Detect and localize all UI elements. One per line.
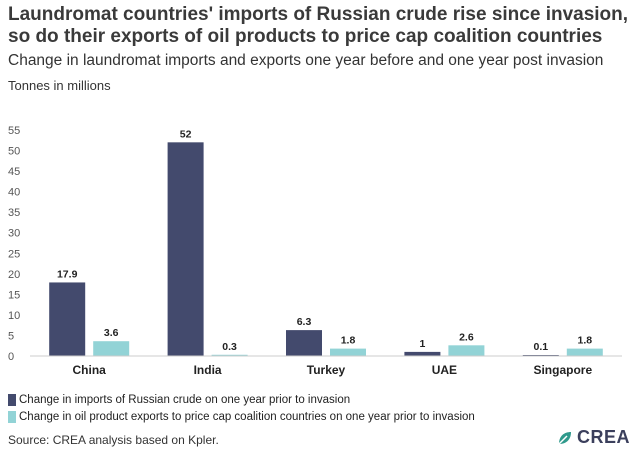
data-label-series-2-singapore: 1.8 [577, 335, 592, 347]
y-tick-label: 15 [8, 289, 20, 301]
data-label-series-1-uae: 1 [419, 338, 425, 350]
bars: 17.9 3.6 52 0.3 6.3 1.8 1 2.6 0.1 1.8 [49, 128, 603, 356]
chart-title: Laundromat countries' imports of Russian… [8, 4, 629, 47]
data-label-series-2-india: 0.3 [222, 341, 237, 353]
y-axis-ticks: 0 5 10 15 20 25 30 35 40 45 50 55 [8, 125, 20, 363]
bar-chart: 0 5 10 15 20 25 30 35 40 45 50 55 17.9 3.6 52 0.3 6.3 1.… [8, 125, 622, 377]
leaf-icon [558, 431, 571, 445]
data-label-series-2-uae: 2.6 [459, 331, 474, 343]
y-tick-label: 0 [8, 351, 14, 363]
crea-logo: CREA [556, 427, 630, 448]
y-tick-label: 5 [8, 330, 14, 342]
data-label-series-2-china: 3.6 [104, 327, 119, 339]
y-tick-label: 25 [8, 248, 20, 260]
bar-series-1-india [167, 142, 204, 356]
bar-series-1-uae [404, 351, 441, 356]
y-tick-label: 55 [8, 125, 20, 137]
x-axis-categories: China India Turkey UAE Singapore [73, 363, 593, 377]
bar-series-2-india [211, 354, 248, 356]
y-tick-label: 30 [8, 228, 20, 240]
category-label-china: China [73, 363, 107, 377]
category-label-turkey: Turkey [307, 363, 346, 377]
logo-text: CREA [576, 427, 630, 447]
y-tick-label: 20 [8, 269, 20, 281]
y-axis-unit-label: Tonnes in millions [8, 78, 111, 93]
legend-item-series-1: Change in imports of Russian crude on on… [8, 391, 475, 408]
category-label-singapore: Singapore [533, 363, 592, 377]
category-label-uae: UAE [432, 363, 457, 377]
y-tick-label: 10 [8, 310, 20, 322]
data-label-series-1-india: 52 [180, 128, 192, 140]
legend-label-series-2: Change in oil product exports to price c… [19, 410, 475, 423]
bar-series-1-china [49, 282, 86, 356]
data-label-series-1-singapore: 0.1 [533, 341, 548, 353]
data-label-series-2-turkey: 1.8 [341, 335, 356, 347]
legend-label-series-1: Change in imports of Russian crude on on… [19, 393, 351, 406]
legend-swatch-series-1 [8, 393, 16, 406]
legend-swatch-series-2 [8, 410, 16, 423]
bar-series-1-turkey [286, 330, 322, 356]
bar-series-2-singapore [566, 348, 603, 356]
y-tick-label: 40 [8, 187, 20, 199]
data-label-series-1-china: 17.9 [57, 268, 78, 280]
source-note: Source: CREA analysis based on Kpler. [8, 433, 219, 447]
bar-series-2-turkey [330, 348, 366, 356]
bar-series-2-china [93, 341, 130, 356]
legend: Change in imports of Russian crude on on… [8, 391, 475, 425]
y-tick-label: 45 [8, 166, 20, 178]
y-tick-label: 50 [8, 146, 20, 158]
chart-subtitle: Change in laundromat imports and exports… [8, 52, 604, 69]
legend-item-series-2: Change in oil product exports to price c… [8, 408, 475, 425]
y-tick-label: 35 [8, 207, 20, 219]
bar-series-2-uae [448, 345, 485, 356]
data-label-series-1-turkey: 6.3 [297, 316, 312, 328]
category-label-india: India [194, 363, 222, 377]
